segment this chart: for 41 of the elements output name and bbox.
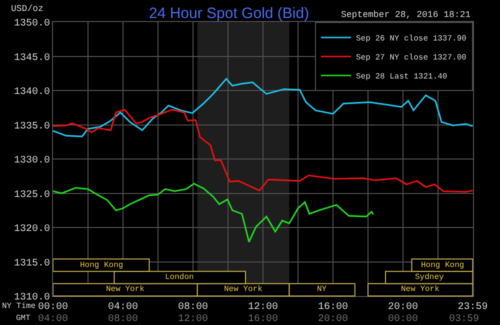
legend-label: Sep 26 NY close 1337.90 bbox=[356, 34, 467, 44]
x-tick-label: 16:00 bbox=[318, 302, 348, 313]
band-label: New York bbox=[401, 285, 440, 294]
chart-subtitle: September 28, 2016 18:21 bbox=[341, 10, 471, 20]
text: 00:00 bbox=[388, 314, 418, 325]
x-tick-label: 12:00 bbox=[248, 302, 278, 313]
band-label: New York bbox=[106, 285, 145, 294]
y-tick-label: 1330.0 bbox=[14, 156, 50, 166]
text: 03:59 bbox=[449, 314, 480, 325]
x-axis-title: NY Time bbox=[2, 302, 36, 311]
y-tick-label: 1340.0 bbox=[14, 87, 50, 98]
y-tick-label: 1325.0 bbox=[14, 190, 50, 201]
legend-label: Sep 27 NY close 1327.00 bbox=[356, 54, 467, 63]
text: 20:00 bbox=[318, 314, 348, 325]
legend-label: Sep 28 Last 1321.40 bbox=[356, 72, 448, 82]
band-label: Sydney bbox=[415, 273, 444, 282]
band-label: NY bbox=[317, 285, 327, 294]
x-tick-label: 00:00 bbox=[38, 302, 68, 313]
band-label: New York bbox=[224, 285, 263, 294]
line-series bbox=[53, 108, 473, 193]
y-tick-label: 1320.0 bbox=[14, 224, 50, 235]
y-tick-label: 1335.0 bbox=[14, 121, 50, 132]
y-axis-title: USD/oz bbox=[11, 4, 44, 14]
y-tick-label: 1345.0 bbox=[14, 52, 50, 64]
band-label: Hong Kong bbox=[80, 261, 124, 270]
x-tick-label: 08:00 bbox=[178, 302, 208, 313]
y-tick-label: 1350.0 bbox=[14, 18, 50, 30]
x-tick-label: 20:00 bbox=[388, 302, 418, 313]
text: 12:00 bbox=[178, 314, 208, 325]
chart-title: 24 Hour Spot Gold (Bid) bbox=[149, 5, 310, 22]
x-tick-label: 04:00 bbox=[108, 302, 138, 313]
text: 04:00 bbox=[38, 314, 68, 325]
band-label: Hong Kong bbox=[421, 261, 464, 270]
text: 16:00 bbox=[248, 314, 278, 325]
band-label: London bbox=[165, 273, 194, 282]
text: GMT bbox=[16, 314, 31, 323]
text: 08:00 bbox=[108, 314, 138, 325]
line-series bbox=[53, 182, 374, 243]
x-tick-label: 23:59 bbox=[458, 302, 488, 313]
y-tick-label: 1315.0 bbox=[14, 258, 50, 270]
y-tick-label: 1310.0 bbox=[14, 292, 50, 304]
